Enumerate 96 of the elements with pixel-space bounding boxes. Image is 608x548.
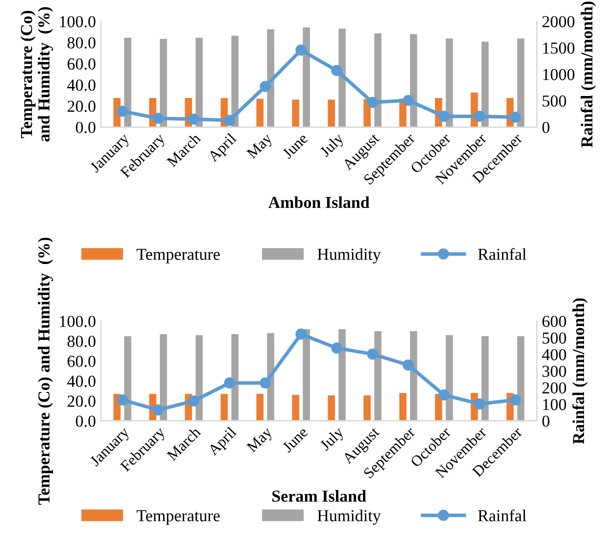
y2-tick-label: 0 [542, 416, 550, 427]
x-axis-title: Seram Island [272, 490, 366, 502]
y-axis-title: Temperature (Co) and Humidity (%) [38, 238, 54, 505]
y-tick-label: 20.0 [68, 396, 96, 407]
point [438, 389, 450, 400]
y-tick-label: 0.0 [76, 416, 96, 427]
point [116, 394, 128, 406]
y2-tick-label: 600 [542, 316, 566, 328]
point [474, 398, 486, 410]
y2-tick-label: 200 [542, 382, 566, 394]
legend-label: Rainfal [478, 248, 526, 260]
point [224, 114, 236, 126]
y-tick-label: 20.0 [68, 100, 96, 112]
point [331, 342, 342, 354]
point [402, 94, 414, 106]
x-tick-label: July [318, 426, 347, 454]
bar [517, 38, 524, 128]
bar [481, 336, 489, 421]
legend-label: Temperature [136, 510, 220, 525]
y2-tick-label: 1000 [543, 68, 574, 80]
y-tick-label: 100.0 [60, 16, 96, 28]
bar [338, 329, 346, 421]
legend-label: Humidity [317, 248, 381, 264]
bar [338, 28, 346, 128]
y2-tick-label: 500 [542, 332, 566, 344]
bar [374, 33, 382, 128]
y-tick-label: 40.0 [67, 376, 96, 387]
y2-axis-title: Rainfal (mm/month) [580, 2, 596, 148]
y-tick-label: 80.0 [68, 37, 96, 49]
bar [446, 38, 453, 128]
bar [399, 392, 406, 421]
x-tick-label: June [282, 426, 308, 453]
point [402, 359, 414, 371]
x-tick-label: July [318, 132, 347, 160]
point [224, 377, 236, 389]
bar [410, 34, 418, 128]
point [438, 110, 450, 122]
bar [124, 336, 132, 421]
bar [517, 336, 524, 421]
point [295, 328, 307, 340]
y-tick-label: 40.0 [67, 80, 96, 91]
x-tick-label: May [246, 132, 276, 162]
y-tick-label: 60.0 [68, 356, 96, 368]
x-tick-label: May [246, 426, 276, 456]
bar [328, 395, 335, 421]
y-tick-label: 0.0 [76, 122, 96, 134]
point [152, 404, 164, 416]
bar [328, 100, 335, 128]
bar [302, 27, 310, 128]
point [366, 96, 378, 108]
bar [160, 38, 168, 128]
bar [364, 395, 371, 421]
y2-tick-label: 1500 [543, 42, 574, 54]
point [510, 394, 521, 406]
bar [220, 394, 228, 421]
point [331, 64, 342, 76]
bar [160, 334, 168, 421]
bar [231, 334, 238, 421]
y2-tick-label: 2000 [542, 16, 574, 28]
x-tick-label: June [282, 132, 308, 160]
y2-tick-label: 400 [542, 349, 566, 360]
bar [481, 42, 489, 128]
bar [410, 331, 418, 421]
x-axis-title: Ambon Island [268, 196, 370, 208]
y2-tick-label: 100 [543, 398, 566, 410]
point [260, 80, 271, 92]
bar [124, 38, 132, 128]
bar [292, 100, 300, 128]
y-axis-title: Temperature (Co) and Humidity (%) [20, 7, 54, 142]
point [295, 44, 307, 56]
point [366, 348, 378, 360]
point [188, 114, 200, 125]
y-tick-label: 100.0 [60, 316, 96, 328]
bar [196, 335, 203, 421]
y-tick-label: 80.0 [68, 336, 96, 348]
point [116, 106, 128, 117]
bar [256, 98, 264, 128]
point [474, 110, 486, 122]
bar [196, 38, 203, 128]
bar [302, 329, 310, 421]
y2-tick-label: 0 [542, 122, 550, 134]
legend-label: Rainfal [478, 509, 526, 522]
point [152, 112, 164, 124]
y2-axis-title: Rainfal (mm/month) [572, 298, 588, 444]
bar [446, 335, 453, 421]
bar [374, 331, 382, 421]
point [260, 377, 271, 389]
legend-label: Temperature [136, 248, 220, 264]
y2-tick-label: 300 [542, 366, 566, 377]
bar [292, 394, 300, 421]
y-tick-label: 60.0 [68, 58, 96, 70]
bar [256, 394, 264, 421]
legend-label: Humidity [317, 510, 381, 525]
point [510, 112, 521, 123]
point [188, 395, 200, 406]
y2-tick-label: 500 [542, 95, 566, 107]
